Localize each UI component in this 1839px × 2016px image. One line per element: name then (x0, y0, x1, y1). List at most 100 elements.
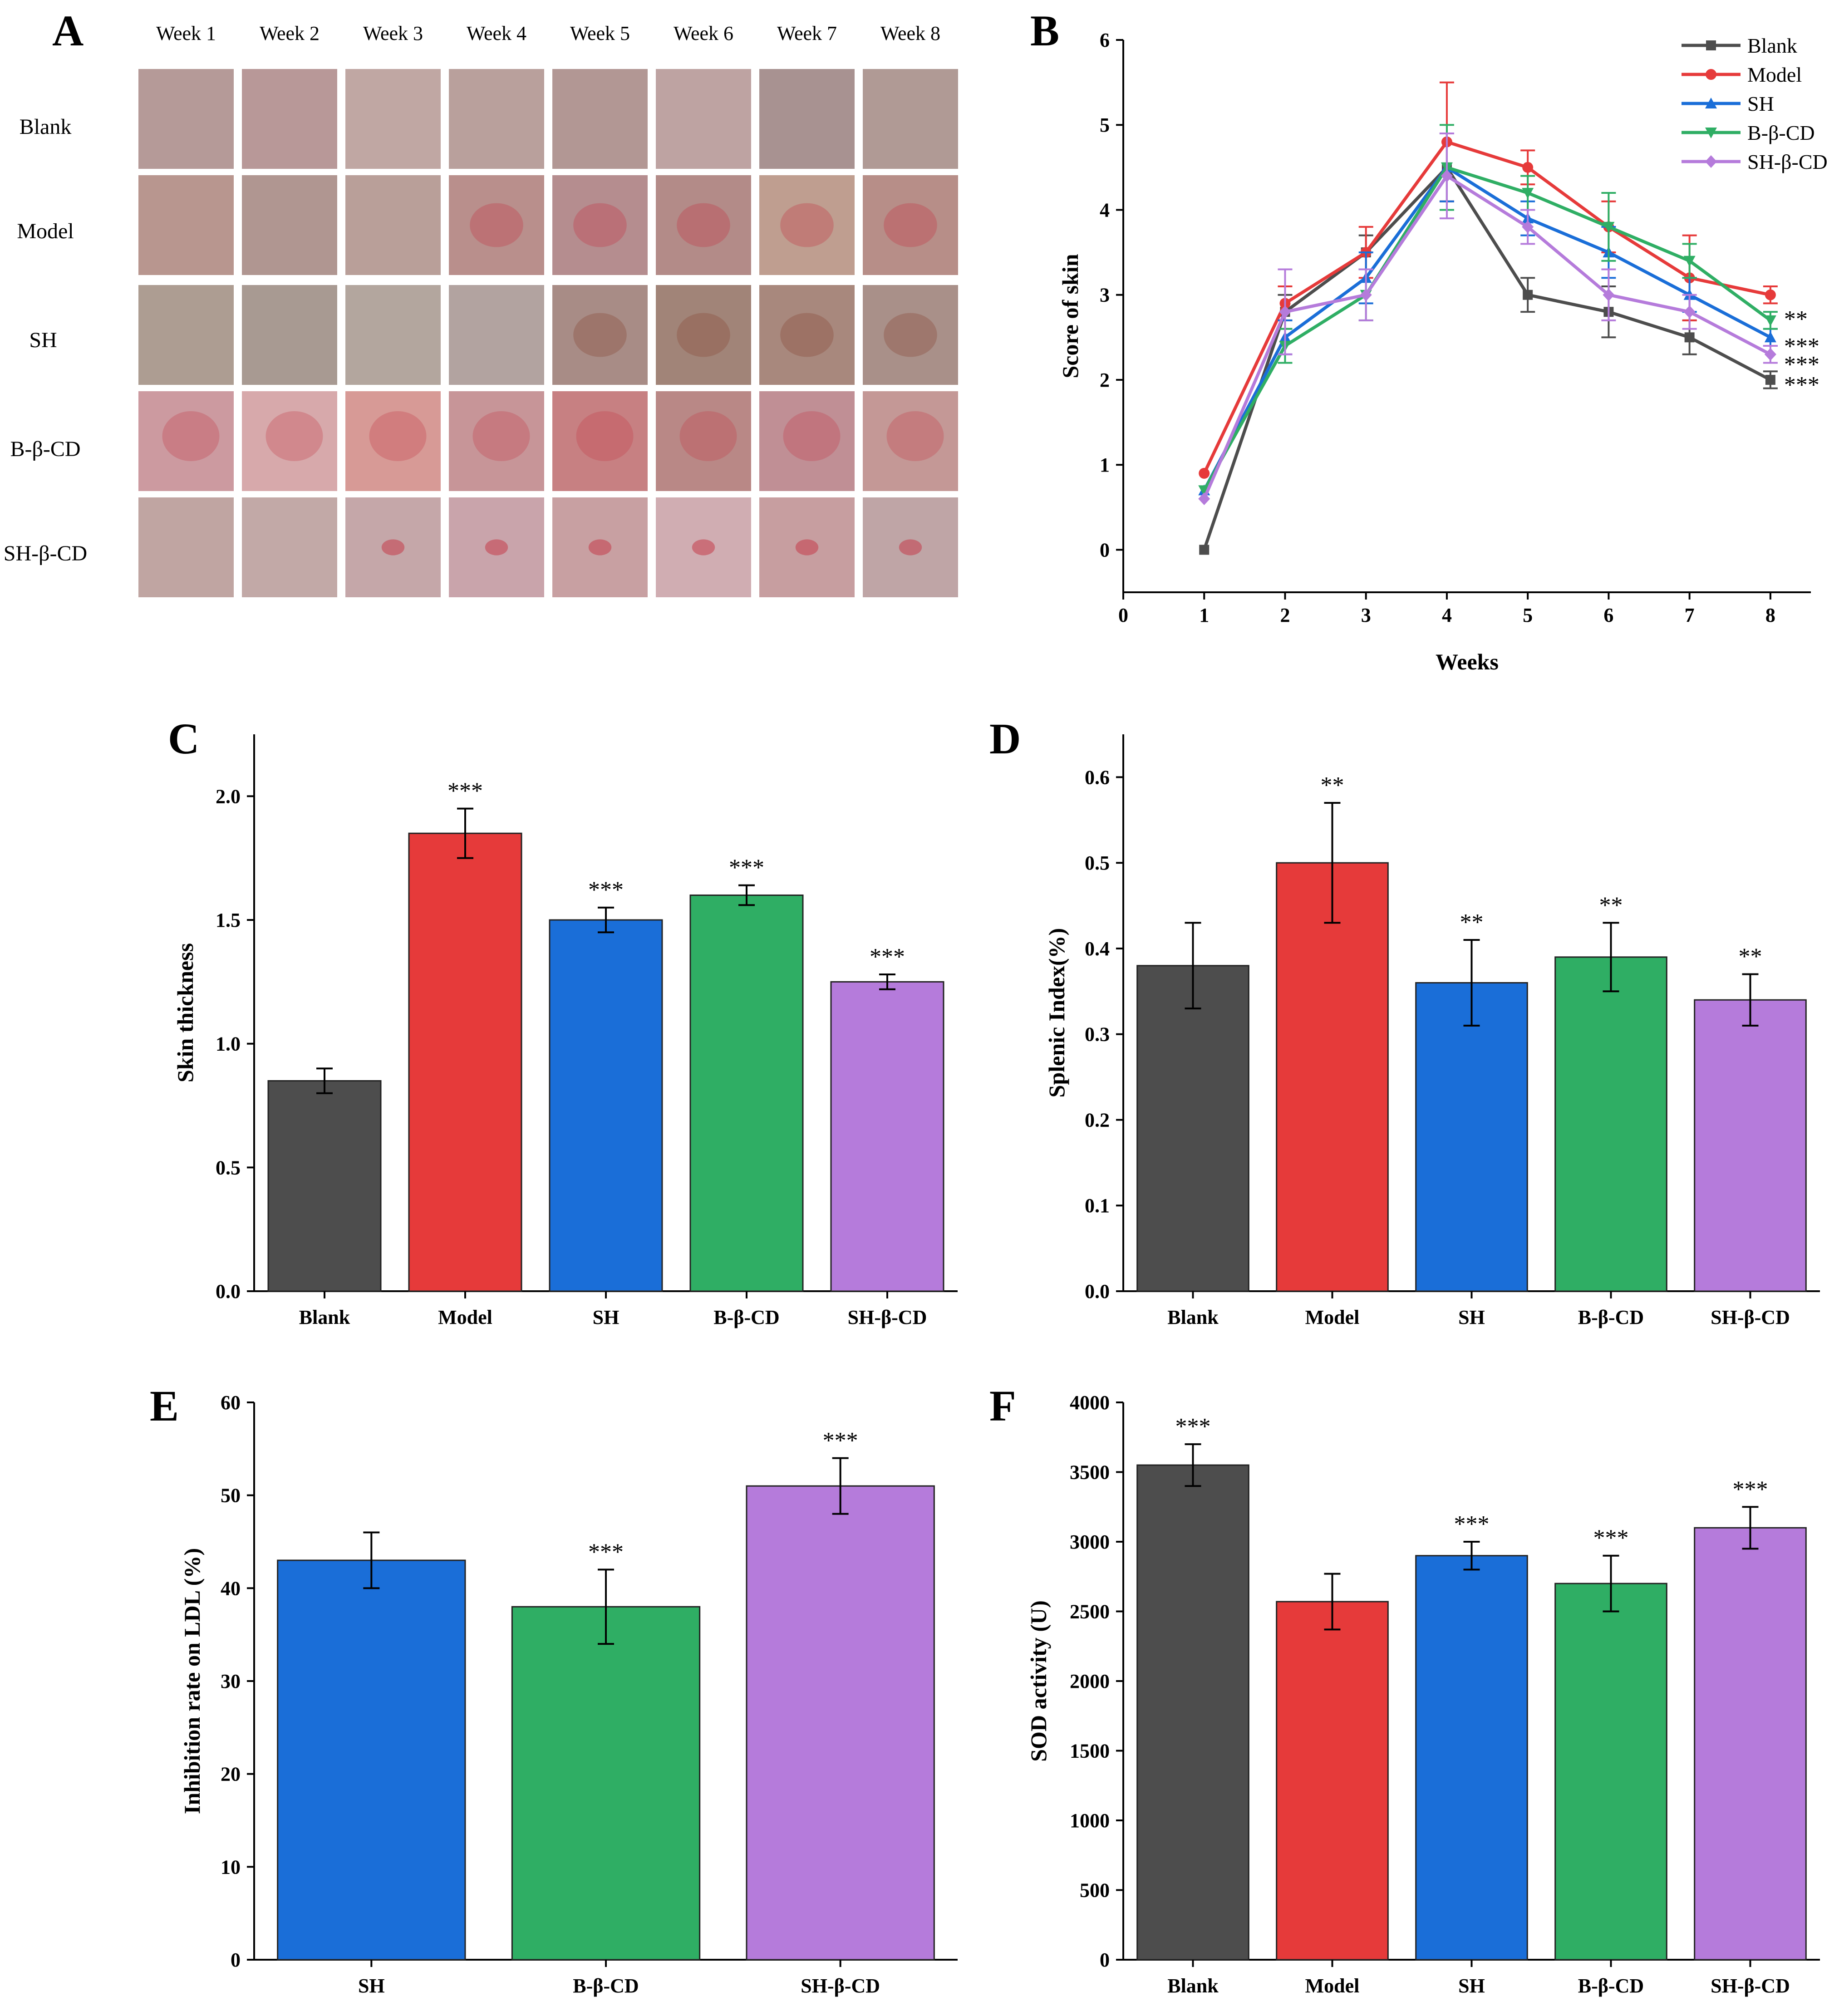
y-tick-label: 0.5 (216, 1156, 241, 1179)
skin-photo-tile (345, 69, 441, 169)
lesion-mark (485, 539, 508, 556)
week-label: Week 3 (363, 22, 423, 44)
y-tick-label: 0.5 (1085, 852, 1110, 874)
significance-mark: *** (1454, 1511, 1490, 1537)
panel-a-photo-grid: Week 1 Week 2 Week 3 Week 4 Week 5 Week 6 Week… (4, 22, 958, 597)
panel-b-line-chart: 0 1 2 3 4 5 6 7 8 0 1 2 3 4 5 6 Weeks Score of skin Blank M… (1057, 29, 1828, 674)
skin-photo-tile (138, 69, 234, 169)
data-point (1441, 169, 1453, 182)
panel-c-bar-chart: 0.0 0.5 1.0 1.5 2.0 Blank Model *** SH *** B-β-CD *… (172, 734, 958, 1328)
data-point (1764, 315, 1776, 326)
y-tick-label: 1.0 (216, 1033, 241, 1055)
bar (1136, 965, 1249, 1292)
group-label: SH (29, 328, 57, 352)
panel-d-bar-chart: 0.0 0.1 0.2 0.3 0.4 0.5 0.6 Blank Model ** SH ** B-β… (1044, 734, 1820, 1328)
skin-photo-tile (242, 391, 337, 491)
skin-photo-tile (138, 391, 234, 491)
y-tick-label: 0.3 (1085, 1023, 1110, 1046)
data-point (1522, 188, 1534, 199)
lesion-mark (899, 539, 922, 556)
data-point (1684, 332, 1695, 343)
skin-photo-tile (138, 175, 234, 275)
series-line (1203, 165, 1771, 491)
y-axis-title: Score of skin (1057, 254, 1083, 378)
lesion-mark (795, 539, 819, 556)
significance-mark: *** (447, 778, 483, 804)
group-label: B-β-CD (10, 437, 80, 461)
series-line (1203, 140, 1771, 474)
x-tick-label: 3 (1361, 604, 1371, 626)
legend-label: Blank (1747, 34, 1797, 57)
lesion-mark (573, 313, 627, 357)
y-tick-label: 60 (221, 1392, 241, 1414)
lesion-mark (884, 313, 937, 357)
data-point (1706, 40, 1716, 50)
x-tick-label: B-β-CD (573, 1975, 639, 1997)
skin-photo-tile (759, 391, 855, 491)
skin-photo-tile (242, 69, 337, 169)
week-label: Week 6 (674, 22, 733, 44)
lesion-mark (780, 313, 834, 357)
significance-mark: *** (588, 877, 624, 903)
lesion-mark (369, 411, 427, 461)
panel-letter-d: D (989, 714, 1021, 763)
panel-letter-b: B (1030, 6, 1059, 55)
y-tick-label: 1 (1100, 454, 1110, 476)
data-point (1199, 467, 1210, 479)
lesion-mark (266, 411, 323, 461)
series-sh-β-cd (1198, 132, 1778, 506)
panel-letter-f: F (989, 1382, 1016, 1430)
y-tick-label: 4000 (1070, 1392, 1110, 1414)
bar (1554, 956, 1667, 1292)
y-tick-label: 0.0 (1085, 1280, 1110, 1303)
lesion-mark (576, 411, 634, 461)
y-tick-label: 3500 (1070, 1461, 1110, 1484)
series-line (1203, 165, 1771, 492)
lesion-mark (692, 539, 715, 556)
bar (511, 1606, 701, 1961)
x-tick-label: Model (1305, 1975, 1360, 1997)
data-point (1360, 288, 1372, 301)
x-tick-label: Blank (1167, 1306, 1219, 1328)
lesion-mark (679, 411, 737, 461)
y-tick-label: 500 (1080, 1879, 1110, 1902)
data-point (1199, 545, 1210, 555)
panel-e-bar-chart: 0 10 20 30 40 50 60 SH B-β-CD *** SH-β-CD *** Inhibi… (179, 1392, 958, 1997)
skin-photo-tile (345, 285, 441, 385)
x-tick-label: 1 (1199, 604, 1209, 626)
skin-photo-tile (138, 285, 234, 385)
data-point (1764, 331, 1776, 343)
x-tick-label: SH (593, 1306, 620, 1328)
data-point (1765, 374, 1775, 385)
week-label: Week 2 (260, 22, 320, 44)
y-tick-label: 0.0 (216, 1280, 241, 1303)
bar (1136, 1464, 1249, 1961)
lesion-mark (588, 539, 612, 556)
y-tick-label: 0 (1100, 539, 1110, 561)
significance-mark: ** (1784, 306, 1808, 332)
y-tick-label: 30 (221, 1670, 241, 1692)
y-tick-label: 0.1 (1085, 1195, 1110, 1217)
bar (277, 1559, 466, 1961)
x-tick-label: B-β-CD (713, 1306, 779, 1328)
data-point (1198, 492, 1210, 506)
y-axis-title: Splenic Index(%) (1044, 928, 1069, 1098)
y-tick-label: 3000 (1070, 1531, 1110, 1553)
data-point (1683, 256, 1696, 267)
x-tick-label: 7 (1685, 604, 1695, 626)
group-label: SH-β-CD (4, 541, 87, 565)
y-tick-label: 5 (1100, 114, 1110, 136)
skin-photo-tile (863, 69, 958, 169)
y-tick-label: 2 (1100, 369, 1110, 391)
bar (1415, 982, 1528, 1292)
bar (267, 1080, 382, 1292)
x-tick-label: 0 (1118, 604, 1128, 626)
y-tick-label: 20 (221, 1763, 241, 1785)
data-point (1523, 290, 1533, 300)
x-tick-label: SH (358, 1975, 385, 1997)
significance-mark: *** (729, 855, 764, 881)
series-line (1202, 165, 1771, 551)
skin-photo-tile (345, 391, 441, 491)
